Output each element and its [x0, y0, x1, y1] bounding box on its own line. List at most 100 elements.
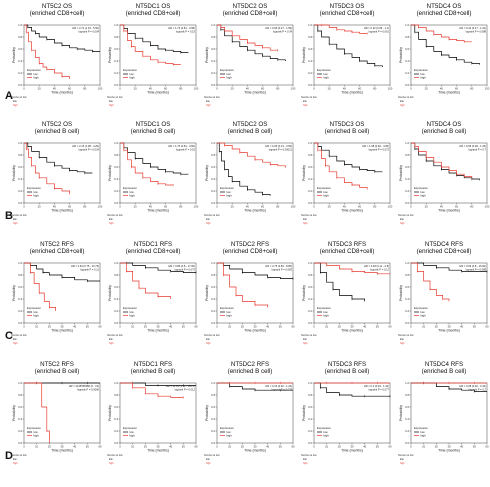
x-tick-label: 20	[144, 445, 148, 449]
y-tick-label: 0.2	[405, 189, 409, 193]
y-tick-label: 1.0	[308, 23, 312, 27]
x-tick-label: 20	[328, 205, 332, 209]
km-panel: NT5DC1 RFS (enriched CD8+cell) 0.0 0.2 0.4 0.…	[106, 240, 200, 355]
logrank-p-label: logrank P = 0.012	[175, 388, 196, 392]
x-tick-label: 60	[455, 87, 459, 91]
x-axis-label: Time (months)	[51, 329, 73, 333]
x-tick-label: 60	[485, 445, 489, 449]
risk-row-low-label: low	[109, 458, 113, 461]
number-at-risk-label: Number at risk	[107, 454, 123, 457]
x-tick-label: 60	[358, 205, 362, 209]
x-tick-label: 40	[266, 325, 270, 329]
x-tick-label: 10	[228, 325, 232, 329]
y-tick-label: 0.0	[211, 321, 215, 325]
y-tick-label: 1.0	[18, 381, 22, 385]
x-tick-label: 0	[313, 87, 315, 91]
x-tick-label: 20	[241, 445, 245, 449]
x-tick-label: 50	[279, 325, 283, 329]
x-tick-label: 60	[358, 87, 362, 91]
km-plot: 0.0 0.2 0.4 0.6 0.8 1.0 Probability 0 20 40 60 80 10…	[398, 23, 490, 107]
km-plot: 0.0 0.2 0.4 0.6 0.8 1.0 Probability 0 10 20 30 40 50…	[301, 261, 392, 345]
x-tick-label: 20	[338, 445, 342, 449]
km-panel: NT5DC2 OS (enriched B cell) 0.0 0.2 0.4 0.6 0.…	[203, 120, 297, 235]
x-tick-label: 10	[35, 325, 39, 329]
panel-subtitle: (enriched B cell)	[130, 128, 176, 135]
y-axis-label: Probability	[205, 47, 209, 63]
legend-label-high: high	[421, 314, 427, 318]
km-panel: NT5DC4 OS (enriched CD8+cell) 0.0 0.2 0.4 0.6…	[397, 2, 490, 117]
x-tick-label: 40	[343, 205, 347, 209]
y-axis-label: Probability	[108, 405, 112, 421]
y-tick-label: 0.2	[308, 309, 312, 313]
x-tick-label: 40	[246, 87, 250, 91]
legend-label-low: low	[227, 72, 232, 76]
x-tick-label: 40	[343, 87, 347, 91]
km-curve-low	[411, 262, 487, 272]
x-axis-label: Time (months)	[147, 329, 169, 333]
km-plot: 0.0 0.2 0.4 0.6 0.8 1.0 Probability 0 10 20 30 40 50…	[398, 261, 489, 345]
legend-label-high: high	[324, 434, 330, 438]
km-plot: 0.0 0.2 0.4 0.6 0.8 1.0 Probability 0 20 40 60 80 10…	[398, 141, 490, 225]
x-tick-label: 0	[119, 205, 121, 209]
y-tick-label: 0.2	[18, 429, 22, 433]
legend-label-high: high	[34, 434, 40, 438]
y-axis-label: Probability	[399, 47, 403, 63]
row-letter-A: A	[5, 90, 13, 102]
km-curve-high	[411, 262, 450, 302]
panel-title: NT5DC1 OS	[135, 3, 171, 10]
x-tick-label: 0	[313, 445, 315, 449]
hazard-ratio-label: HR = 0.48 (0.11 - 2.8)	[364, 264, 389, 268]
plot-frame	[216, 24, 294, 86]
x-tick-label: 0	[119, 87, 121, 91]
x-axis-label: Time (months)	[51, 91, 73, 95]
plot-frame	[313, 142, 391, 204]
x-tick-label: 60	[388, 445, 392, 449]
y-tick-label: 1.0	[211, 381, 215, 385]
risk-row-low-label: low	[206, 100, 210, 103]
x-axis-label: Time (months)	[147, 91, 169, 95]
risk-row-high-label: high	[400, 104, 405, 107]
panel-subtitle: (enriched B cell)	[34, 368, 80, 375]
x-tick-label: 100	[194, 87, 199, 91]
x-tick-label: 60	[291, 445, 295, 449]
hazard-ratio-label: HR = 3.89 (0.8 - 17.05)	[168, 264, 195, 268]
number-at-risk-label: Number at risk	[204, 96, 220, 99]
x-tick-label: 40	[149, 87, 153, 91]
legend-title: Expression	[220, 306, 234, 310]
panel-title: NT5DC4 RFS	[424, 361, 464, 368]
hazard-ratio-label: HR = 0.44 (0.17 - 1.16)	[459, 26, 486, 30]
km-panel: NT5DC1 OS (enriched B cell) 0.0 0.2 0.4 0.6 0.…	[106, 120, 200, 235]
legend-title: Expression	[27, 68, 41, 72]
x-axis-label: Time (months)	[341, 209, 363, 213]
y-axis-label: Probability	[399, 285, 403, 301]
legend-label-high: high	[421, 76, 427, 80]
risk-row-low-label: low	[13, 338, 17, 341]
x-axis-label: Time (months)	[244, 329, 266, 333]
legend-title: Expression	[123, 426, 137, 430]
x-axis-label: Time (months)	[244, 91, 266, 95]
plot-frame	[216, 142, 294, 204]
panel-subtitle: (enriched CD8+cell)	[29, 248, 85, 255]
x-tick-label: 30	[253, 445, 257, 449]
x-tick-label: 40	[440, 87, 444, 91]
plot-frame	[410, 142, 488, 204]
x-tick-label: 80	[373, 205, 377, 209]
x-tick-label: 20	[38, 87, 42, 91]
x-tick-label: 0	[410, 445, 412, 449]
x-tick-label: 0	[216, 325, 218, 329]
legend-label-low: low	[421, 72, 426, 76]
x-tick-label: 10	[422, 445, 426, 449]
x-tick-label: 20	[134, 87, 138, 91]
y-tick-label: 0.4	[308, 59, 312, 63]
km-curve-high	[217, 142, 286, 167]
panel-title: NT5DC1 RFS	[133, 241, 173, 248]
risk-row-low-label: low	[206, 458, 210, 461]
x-tick-label: 30	[156, 445, 160, 449]
y-tick-label: 0.8	[114, 273, 118, 277]
km-curve-low	[120, 262, 196, 273]
x-tick-label: 20	[435, 445, 439, 449]
x-tick-label: 20	[241, 325, 245, 329]
legend-label-high: high	[34, 194, 40, 198]
y-tick-label: 0.2	[18, 71, 22, 75]
km-plot: 0.0 0.2 0.4 0.6 0.8 1.0 Probability 0 20 40 60 80 10…	[107, 23, 199, 107]
